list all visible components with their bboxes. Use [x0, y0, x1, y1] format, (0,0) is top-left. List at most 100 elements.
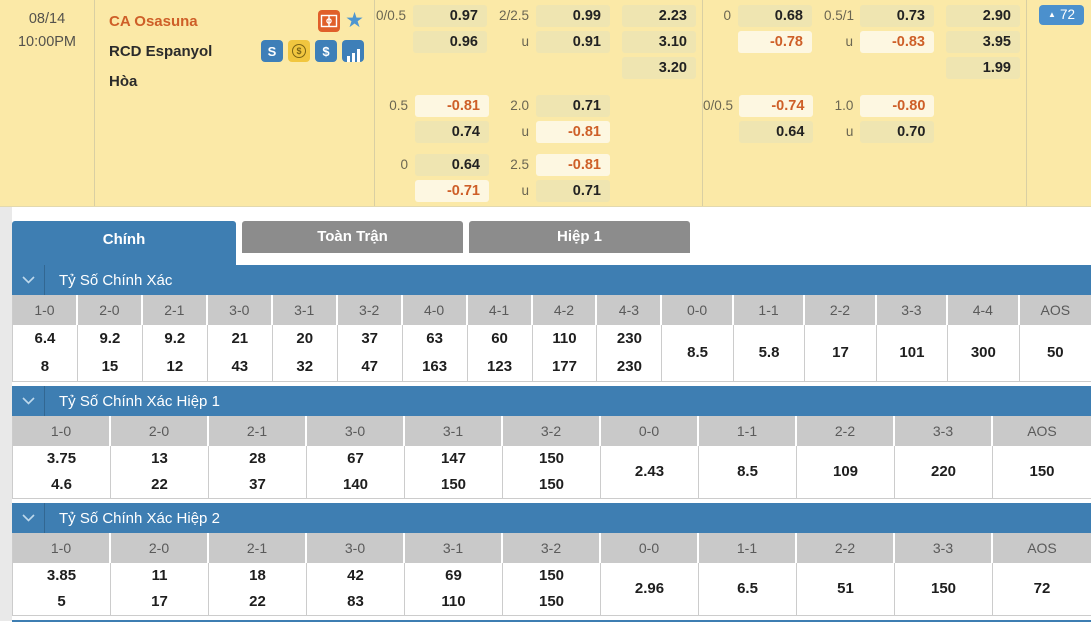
score-odds-cell[interactable]: 220 — [930, 463, 957, 480]
score-odds-cell[interactable]: 109 — [832, 463, 859, 480]
odds-cell[interactable]: 0.74 — [415, 121, 489, 143]
score-odds-cell[interactable]: 8.5 — [737, 463, 758, 480]
score-odds-cell[interactable]: 2.43 — [634, 463, 665, 480]
score-odds-cell[interactable]: 9.2 — [99, 330, 121, 347]
odds-cell[interactable]: 0.68 — [738, 5, 812, 27]
score-odds-cell[interactable]: 51 — [837, 580, 854, 597]
star-icon[interactable]: ★ — [345, 9, 364, 32]
score-odds-cell[interactable]: 37 — [249, 476, 266, 493]
score-odds-cell[interactable]: 110 — [552, 330, 577, 347]
score-odds-cell[interactable]: 13 — [151, 450, 168, 467]
score-odds-cell[interactable]: 21 — [231, 330, 249, 347]
score-odds-cell[interactable]: 37 — [361, 330, 378, 347]
score-odds-cell[interactable]: 28 — [249, 450, 266, 467]
odds-cell[interactable]: 0.64 — [415, 154, 489, 176]
odds-cell[interactable]: -0.74 — [739, 95, 814, 117]
section-header[interactable]: Tỷ Số Chính Xác Hiệp 2 — [12, 503, 1091, 533]
score-odds-cell[interactable]: 110 — [441, 593, 466, 610]
odds-cell[interactable]: 0.64 — [739, 121, 814, 143]
score-odds-cell[interactable]: 67 — [347, 450, 364, 467]
score-odds-cell[interactable]: 22 — [151, 476, 168, 493]
score-odds-cell[interactable]: 32 — [296, 358, 314, 375]
odds-cell[interactable]: -0.80 — [860, 95, 935, 117]
score-odds-cell[interactable]: 18 — [249, 567, 266, 584]
score-odds-cell[interactable]: 177 — [551, 358, 577, 375]
score-odds-cell[interactable]: 11 — [151, 567, 168, 584]
odds-cell[interactable]: 0.73 — [860, 5, 934, 27]
score-odds-cell[interactable]: 150 — [538, 567, 565, 584]
score-odds-cell[interactable]: 140 — [342, 476, 369, 493]
dollar-icon[interactable]: $ — [315, 40, 337, 62]
score-odds-cell[interactable]: 83 — [347, 593, 364, 610]
coin-icon[interactable]: $ — [288, 40, 310, 62]
pitch-icon[interactable] — [318, 10, 341, 32]
score-odds-cell[interactable]: 101 — [899, 344, 925, 361]
odds-cell[interactable]: 3.10 — [622, 31, 696, 53]
score-odds-cell[interactable]: 12 — [166, 358, 184, 375]
stats-icon[interactable] — [342, 40, 364, 62]
odds-cell[interactable]: 3.95 — [946, 31, 1020, 53]
score-odds-cell[interactable]: 17 — [151, 593, 168, 610]
score-odds-cell[interactable]: 2.96 — [634, 580, 665, 597]
chevron-down-icon[interactable] — [12, 276, 44, 284]
score-odds-cell[interactable]: 43 — [231, 358, 249, 375]
score-odds-cell[interactable]: 150 — [538, 450, 565, 467]
score-odds-cell[interactable]: 3.75 — [46, 450, 77, 467]
score-odds-cell[interactable]: 230 — [616, 330, 642, 347]
score-odds-cell[interactable]: 6.5 — [737, 580, 758, 597]
odds-cell[interactable]: 0.71 — [536, 180, 610, 202]
score-odds-cell[interactable]: 9.2 — [164, 330, 186, 347]
odds-cell[interactable]: 2.23 — [622, 5, 696, 27]
score-odds-cell[interactable]: 17 — [832, 344, 849, 361]
score-odds-cell[interactable]: 72 — [1033, 580, 1051, 597]
score-odds-cell[interactable]: 150 — [538, 593, 565, 610]
score-odds-cell[interactable]: 5 — [57, 593, 66, 610]
more-markets-badge[interactable]: ▲ 72 — [1039, 5, 1084, 25]
score-odds-cell[interactable]: 6.4 — [34, 330, 56, 347]
odds-cell[interactable]: 1.99 — [946, 57, 1020, 79]
score-odds-cell[interactable]: 150 — [930, 580, 957, 597]
odds-cell[interactable]: 0.91 — [536, 31, 610, 53]
score-odds-cell[interactable]: 230 — [616, 358, 642, 375]
score-odds-cell[interactable]: 123 — [487, 358, 513, 375]
score-odds-cell[interactable]: 20 — [296, 330, 314, 347]
odds-cell[interactable]: -0.78 — [738, 31, 812, 53]
score-odds-cell[interactable]: 3.85 — [46, 567, 77, 584]
score-odds-cell[interactable]: 22 — [249, 593, 266, 610]
odds-cell[interactable]: -0.83 — [860, 31, 934, 53]
tab-toan-tran[interactable]: Toàn Trận — [242, 221, 463, 253]
score-odds-cell[interactable]: 47 — [361, 358, 378, 375]
tab-hiep-1[interactable]: Hiệp 1 — [469, 221, 690, 253]
odds-cell[interactable]: 0.97 — [412, 5, 487, 27]
odds-cell[interactable]: 0.70 — [860, 121, 935, 143]
odds-cell[interactable]: 2.90 — [946, 5, 1020, 27]
odds-cell[interactable]: -0.81 — [415, 95, 489, 117]
section-header[interactable]: Tỷ Số Chính Xác — [12, 265, 1091, 295]
score-odds-cell[interactable]: 150 — [1029, 463, 1055, 480]
tab-chinh[interactable]: Chính — [12, 221, 236, 265]
chevron-down-icon[interactable] — [12, 514, 44, 522]
score-odds-cell[interactable]: 163 — [422, 358, 448, 375]
odds-cell[interactable]: 0.96 — [412, 31, 487, 53]
odds-cell[interactable]: -0.81 — [536, 154, 610, 176]
odds-cell[interactable]: 3.20 — [622, 57, 696, 79]
score-odds-cell[interactable]: 4.6 — [51, 476, 72, 493]
score-odds-cell[interactable]: 69 — [445, 567, 462, 584]
score-odds-cell[interactable]: 63 — [426, 330, 443, 347]
score-odds-cell[interactable]: 8.5 — [687, 344, 709, 361]
score-odds-cell[interactable]: 60 — [491, 330, 508, 347]
odds-cell[interactable]: 0.99 — [536, 5, 610, 27]
score-odds-cell[interactable]: 8 — [40, 358, 50, 375]
odds-cell[interactable]: -0.81 — [536, 121, 610, 143]
odds-cell[interactable]: 0.71 — [536, 95, 610, 117]
score-odds-cell[interactable]: 50 — [1046, 344, 1064, 361]
score-odds-cell[interactable]: 150 — [440, 476, 467, 493]
score-odds-cell[interactable]: 150 — [538, 476, 565, 493]
score-odds-cell[interactable]: 300 — [970, 344, 996, 361]
chevron-down-icon[interactable] — [12, 397, 44, 405]
betslip-icon[interactable]: S — [261, 40, 283, 62]
odds-cell[interactable]: -0.71 — [415, 180, 489, 202]
score-odds-cell[interactable]: 147 — [440, 450, 467, 467]
section-header[interactable]: Tỷ Số Chính Xác Hiệp 1 — [12, 386, 1091, 416]
score-odds-cell[interactable]: 42 — [347, 567, 364, 584]
